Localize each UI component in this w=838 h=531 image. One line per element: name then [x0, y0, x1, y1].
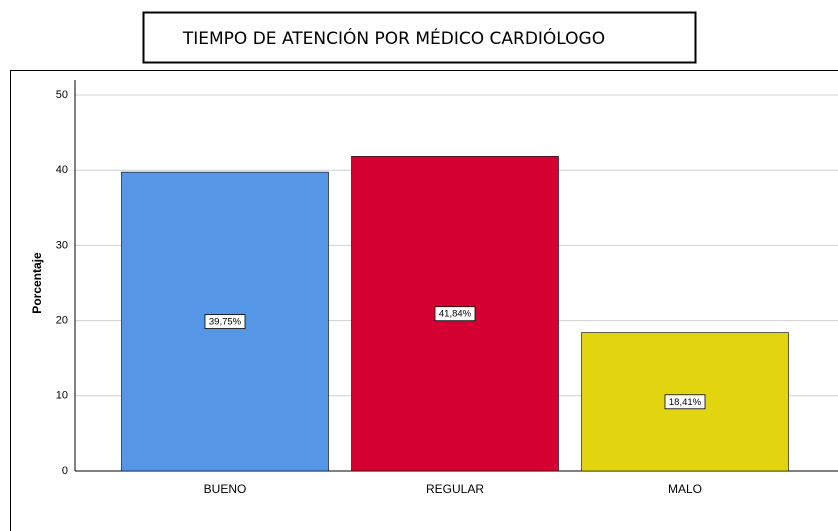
- y-tick-label: 20: [56, 315, 68, 327]
- y-tick-label: 0: [62, 465, 68, 477]
- y-axis-label: Porcentaje: [30, 252, 44, 314]
- value-label-box: [434, 306, 476, 322]
- value-label: 18,41%: [669, 397, 702, 408]
- y-tick-label: 40: [56, 164, 68, 176]
- title-box: [142, 11, 697, 64]
- x-tick-label: REGULAR: [426, 482, 484, 496]
- x-tick-label: MALO: [668, 482, 702, 496]
- value-label: 39,75%: [209, 317, 242, 328]
- y-tick-label: 30: [56, 239, 68, 251]
- chart-title: TIEMPO DE ATENCIÓN POR MÉDICO CARDIÓLOGO: [182, 27, 605, 49]
- x-tick-label: BUENO: [204, 482, 247, 496]
- value-label-box: [204, 314, 246, 329]
- value-label-box: [664, 394, 706, 410]
- y-tick-label: 50: [56, 89, 68, 101]
- value-label: 41,84%: [439, 309, 472, 320]
- y-tick-label: 10: [56, 390, 68, 402]
